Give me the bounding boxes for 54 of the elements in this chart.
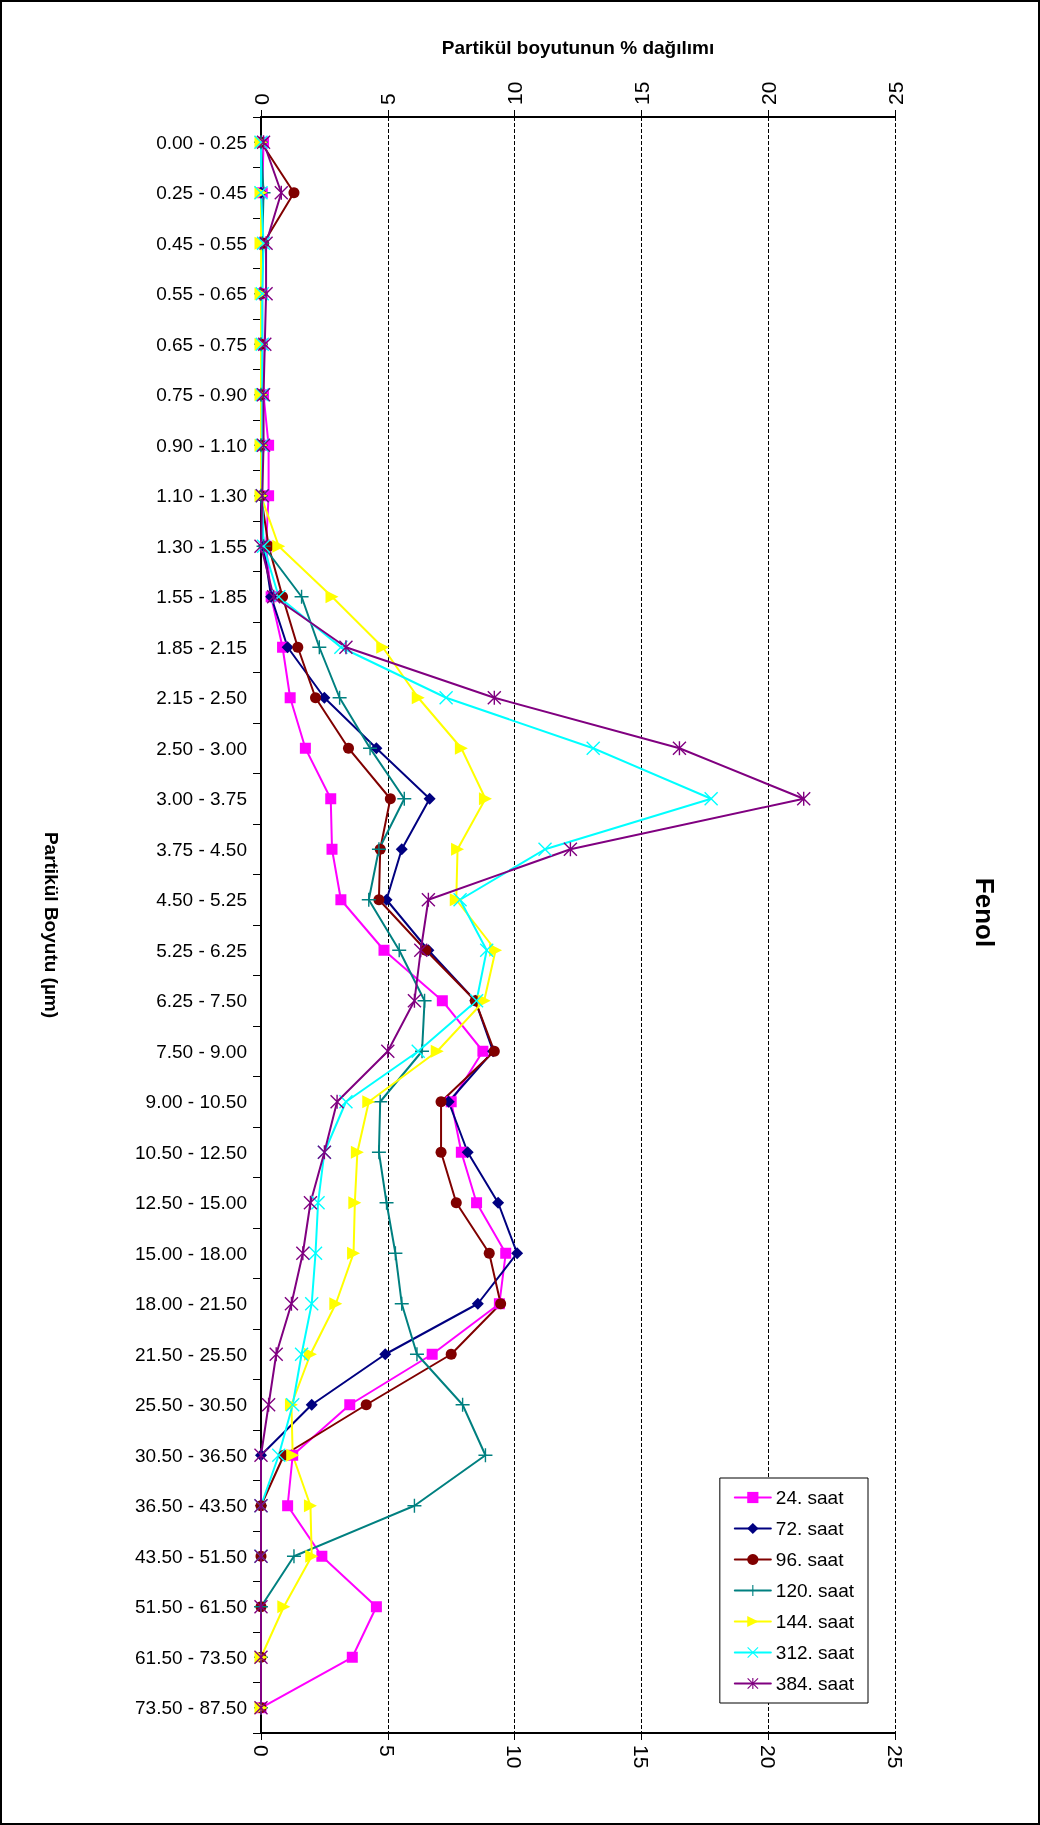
y-tick-label: 0.90 - 1.10 bbox=[156, 434, 247, 456]
y-tick-label: 3.75 - 4.50 bbox=[156, 838, 247, 860]
y-tick-label: 18.00 - 21.50 bbox=[135, 1293, 247, 1315]
y-tick-label: 73.50 - 87.50 bbox=[135, 1697, 247, 1719]
y-tick-label: 0.75 - 0.90 bbox=[156, 384, 247, 406]
y-tick-label: 51.50 - 61.50 bbox=[135, 1596, 247, 1618]
text: Fenol bbox=[970, 877, 1000, 948]
y-tick-label: 21.50 - 25.50 bbox=[135, 1343, 247, 1365]
x-tick-label: 20 bbox=[756, 81, 780, 105]
x2-tick-label: 10 bbox=[503, 1745, 527, 1769]
y-tick-label: 61.50 - 73.50 bbox=[135, 1646, 247, 1668]
y-tick-label: 6.25 - 7.50 bbox=[156, 990, 247, 1012]
y-tick-label: 4.50 - 5.25 bbox=[156, 889, 247, 911]
y-axis-title: Partikül Boyutu (µm) bbox=[41, 831, 62, 1019]
legend-label: 144. saat bbox=[775, 1611, 855, 1632]
x-tick-label: 10 bbox=[503, 81, 527, 105]
x-axis-title: Partikül boyutunun % dağılımı bbox=[441, 37, 715, 58]
legend-label: 312. saat bbox=[775, 1642, 855, 1663]
y-tick-label: 3.00 - 3.75 bbox=[156, 788, 247, 810]
x2-tick-label: 15 bbox=[629, 1745, 653, 1769]
x2-tick-label: 5 bbox=[376, 1745, 400, 1757]
y-tick-label: 1.55 - 1.85 bbox=[156, 586, 247, 608]
y-tick-label: 5.25 - 6.25 bbox=[156, 939, 247, 961]
y-tick-label: 0.55 - 0.65 bbox=[156, 283, 247, 305]
y-tick-label: 7.50 - 9.00 bbox=[156, 1040, 247, 1062]
x2-tick-label: 20 bbox=[756, 1745, 780, 1769]
y-tick-label: 43.50 - 51.50 bbox=[135, 1545, 247, 1567]
y-tick-label: 2.15 - 2.50 bbox=[156, 687, 247, 709]
x-tick-label: 5 bbox=[376, 93, 400, 105]
y-tick-label: 30.50 - 36.50 bbox=[135, 1444, 247, 1466]
y-tick-label: 0.45 - 0.55 bbox=[156, 232, 247, 254]
y-tick-label: 9.00 - 10.50 bbox=[145, 1091, 247, 1113]
legend-label: 120. saat bbox=[775, 1580, 855, 1601]
y-tick-label: 1.30 - 1.55 bbox=[156, 535, 247, 557]
x-tick-label: 15 bbox=[629, 81, 653, 105]
x2-tick-label: 0 bbox=[249, 1745, 273, 1757]
x-tick-label: 25 bbox=[883, 81, 907, 105]
x2-tick-label: 25 bbox=[883, 1745, 907, 1769]
y-tick-label: 25.50 - 30.50 bbox=[135, 1394, 247, 1416]
legend-label: 96. saat bbox=[775, 1549, 845, 1570]
y-tick-label: 0.00 - 0.25 bbox=[156, 131, 247, 153]
y-tick-label: 1.10 - 1.30 bbox=[156, 485, 247, 507]
y-tick-label: 2.50 - 3.00 bbox=[156, 737, 247, 759]
y-tick-label: 12.50 - 15.00 bbox=[135, 1192, 247, 1214]
legend-label: 384. saat bbox=[775, 1673, 855, 1694]
x-tick-label: 0 bbox=[249, 93, 273, 105]
y-tick-label: 0.25 - 0.45 bbox=[156, 182, 247, 204]
y-tick-label: 1.85 - 2.15 bbox=[156, 636, 247, 658]
legend-label: 72. saat bbox=[775, 1518, 845, 1539]
y-tick-label: 15.00 - 18.00 bbox=[135, 1242, 247, 1264]
y-tick-label: 0.65 - 0.75 bbox=[156, 333, 247, 355]
y-tick-label: 36.50 - 43.50 bbox=[135, 1495, 247, 1517]
y-tick-label: 10.50 - 12.50 bbox=[135, 1141, 247, 1163]
legend-label: 24. saat bbox=[775, 1487, 845, 1508]
